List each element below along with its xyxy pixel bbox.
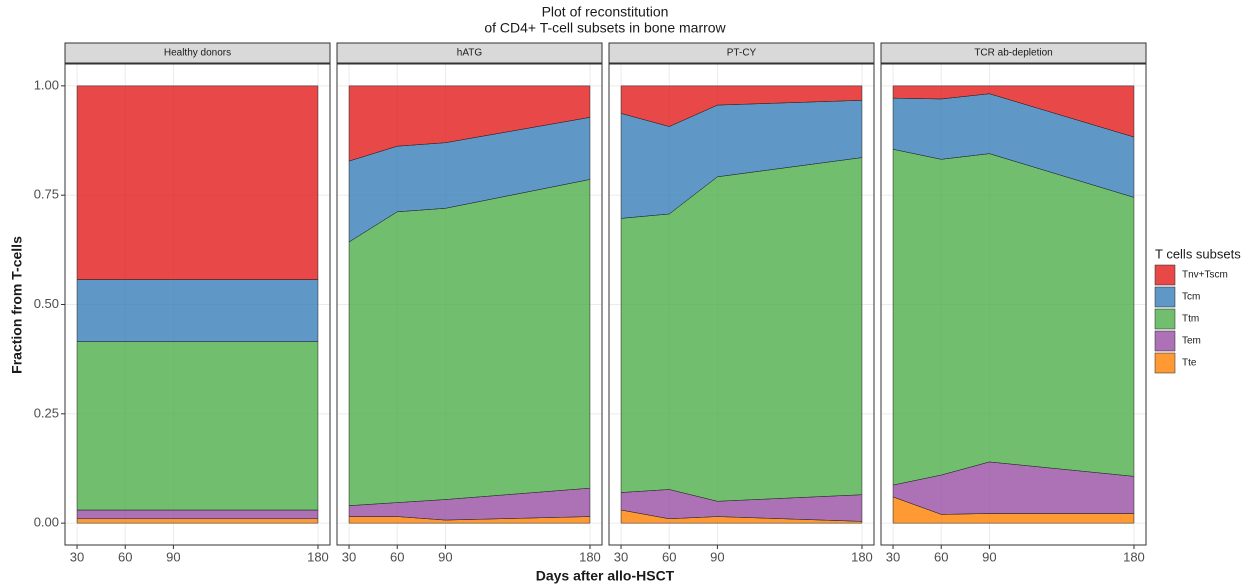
area-segment — [620, 85, 863, 127]
area-segment — [76, 509, 319, 520]
facet-title: PT-CY — [727, 48, 757, 59]
x-tick-label: 180 — [307, 549, 329, 564]
facet-strip — [64, 42, 331, 64]
y-tick-label: 1.00 — [34, 77, 59, 92]
area-segment — [348, 85, 591, 162]
legend-key — [1154, 308, 1176, 330]
area-segment — [348, 179, 591, 506]
legend-label: Ttm — [1182, 314, 1199, 325]
legend-key — [1154, 352, 1176, 374]
y-axis-label: Fraction from T-cells — [9, 236, 25, 374]
legend-label: Tcm — [1182, 292, 1200, 303]
area-segment — [76, 279, 319, 342]
legend-label: Tem — [1182, 336, 1201, 347]
x-tick-label: 180 — [851, 549, 873, 564]
x-axis-label: Days after allo-HSCT — [536, 568, 675, 584]
facet-title: TCR ab-depletion — [974, 48, 1052, 59]
x-tick-label: 90 — [166, 549, 180, 564]
facet-strip — [608, 42, 875, 64]
panel-border — [336, 63, 603, 546]
area-segment — [892, 85, 1135, 138]
legend-key — [1154, 264, 1176, 286]
legend-title: T cells subsets — [1155, 246, 1241, 261]
x-tick-label: 30 — [342, 549, 356, 564]
legend-key — [1154, 330, 1176, 352]
area-segment — [76, 85, 319, 280]
facet-strip — [336, 42, 603, 64]
y-tick-label: 0.25 — [34, 405, 59, 420]
x-tick-label: 60 — [934, 549, 948, 564]
x-tick-label: 90 — [982, 549, 996, 564]
panel-border — [608, 63, 875, 546]
legend-label: Tnv+Tscm — [1182, 270, 1228, 281]
legend-label: Tte — [1182, 358, 1197, 369]
panel-border — [880, 63, 1147, 546]
x-tick-label: 30 — [70, 549, 84, 564]
x-tick-label: 30 — [614, 549, 628, 564]
x-tick-label: 180 — [1123, 549, 1145, 564]
y-tick-label: 0.75 — [34, 187, 59, 202]
area-segment — [76, 518, 319, 524]
facet-strip — [880, 42, 1147, 64]
x-tick-label: 60 — [118, 549, 132, 564]
facet-title: hATG — [457, 48, 483, 59]
x-tick-label: 90 — [438, 549, 452, 564]
x-tick-label: 30 — [886, 549, 900, 564]
x-tick-label: 90 — [710, 549, 724, 564]
panel-border — [64, 63, 331, 546]
x-tick-label: 180 — [579, 549, 601, 564]
x-tick-label: 60 — [390, 549, 404, 564]
chart-subtitle: of CD4+ T-cell subsets in bone marrow — [484, 20, 726, 36]
legend-key — [1154, 286, 1176, 308]
area-segment — [76, 341, 319, 511]
y-tick-label: 0.00 — [34, 515, 59, 530]
facet-title: Healthy donors — [164, 48, 231, 59]
x-tick-label: 60 — [662, 549, 676, 564]
area-segment — [892, 148, 1135, 486]
y-tick-label: 0.50 — [34, 296, 59, 311]
chart-title: Plot of reconstitution — [542, 4, 669, 20]
